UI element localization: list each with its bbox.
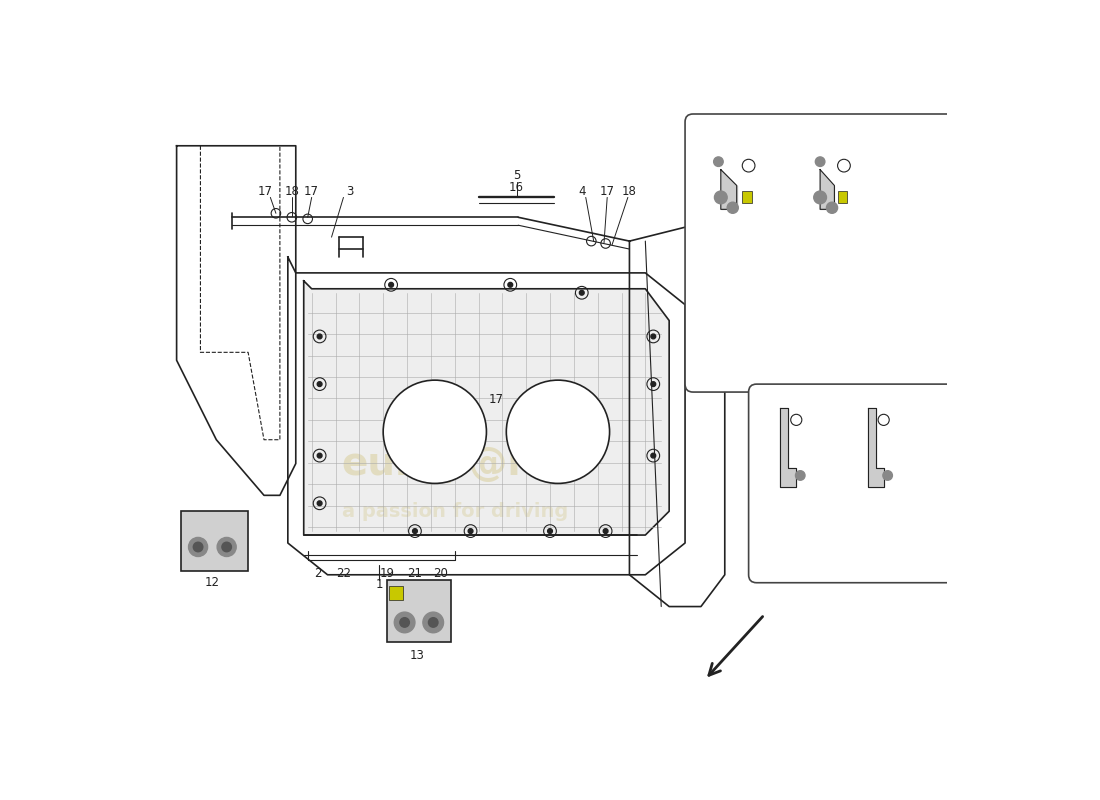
Text: 10: 10 <box>715 374 729 383</box>
Polygon shape <box>821 170 835 210</box>
Text: 7: 7 <box>704 130 711 141</box>
Text: 9: 9 <box>834 374 842 383</box>
Circle shape <box>222 542 231 552</box>
Text: 22: 22 <box>336 566 351 580</box>
Circle shape <box>469 529 473 534</box>
Text: 6: 6 <box>795 385 802 394</box>
Text: 2: 2 <box>315 566 322 580</box>
Circle shape <box>194 542 202 552</box>
Circle shape <box>826 202 837 214</box>
Circle shape <box>580 290 584 295</box>
Polygon shape <box>780 408 796 487</box>
Text: 19: 19 <box>379 566 395 580</box>
Circle shape <box>317 454 322 458</box>
FancyBboxPatch shape <box>685 114 955 392</box>
FancyBboxPatch shape <box>749 384 955 582</box>
Circle shape <box>651 382 656 386</box>
Circle shape <box>422 612 443 633</box>
Text: 8: 8 <box>808 130 816 141</box>
Circle shape <box>714 191 727 204</box>
Text: 15: 15 <box>864 385 877 394</box>
Circle shape <box>883 470 892 480</box>
Text: 3: 3 <box>346 186 353 198</box>
Text: 12: 12 <box>205 576 220 590</box>
Text: 11: 11 <box>800 374 814 383</box>
Circle shape <box>400 618 409 627</box>
FancyBboxPatch shape <box>837 191 847 203</box>
Circle shape <box>795 470 805 480</box>
Circle shape <box>506 380 609 483</box>
Text: 18: 18 <box>621 186 637 198</box>
FancyBboxPatch shape <box>388 586 403 600</box>
Circle shape <box>388 282 394 287</box>
Circle shape <box>317 501 322 506</box>
Text: 6: 6 <box>882 385 890 394</box>
Text: 10: 10 <box>814 374 828 383</box>
Text: 21: 21 <box>407 566 422 580</box>
Polygon shape <box>720 170 737 210</box>
Circle shape <box>383 380 486 483</box>
Circle shape <box>217 538 236 557</box>
Polygon shape <box>868 408 883 487</box>
Polygon shape <box>304 281 669 535</box>
Text: europ@rts: europ@rts <box>341 445 569 482</box>
FancyBboxPatch shape <box>180 511 249 571</box>
Text: 16: 16 <box>509 181 524 194</box>
Text: 11: 11 <box>704 374 718 383</box>
Circle shape <box>317 334 322 339</box>
Circle shape <box>814 191 826 204</box>
Text: 17: 17 <box>258 186 273 198</box>
Text: 18: 18 <box>285 186 299 198</box>
Circle shape <box>188 538 208 557</box>
Circle shape <box>651 454 656 458</box>
Circle shape <box>394 612 415 633</box>
Text: 9: 9 <box>737 374 746 383</box>
Circle shape <box>508 282 513 287</box>
Text: 1: 1 <box>375 578 383 591</box>
FancyBboxPatch shape <box>742 191 751 203</box>
Circle shape <box>603 529 608 534</box>
Text: 5: 5 <box>513 170 520 182</box>
Circle shape <box>548 529 552 534</box>
Circle shape <box>651 334 656 339</box>
Text: 6: 6 <box>742 130 750 141</box>
Text: 14: 14 <box>776 385 790 394</box>
Text: 6: 6 <box>845 130 853 141</box>
Text: 4: 4 <box>578 186 585 198</box>
Circle shape <box>714 157 723 166</box>
Text: 17: 17 <box>488 394 504 406</box>
Circle shape <box>317 382 322 386</box>
Circle shape <box>815 157 825 166</box>
Text: 13: 13 <box>410 650 425 662</box>
Text: 17: 17 <box>600 186 615 198</box>
Text: a passion for driving: a passion for driving <box>341 502 568 521</box>
Circle shape <box>412 529 417 534</box>
Circle shape <box>727 202 738 214</box>
FancyBboxPatch shape <box>387 580 451 642</box>
Circle shape <box>429 618 438 627</box>
Text: 20: 20 <box>433 566 448 580</box>
Text: 17: 17 <box>305 186 319 198</box>
